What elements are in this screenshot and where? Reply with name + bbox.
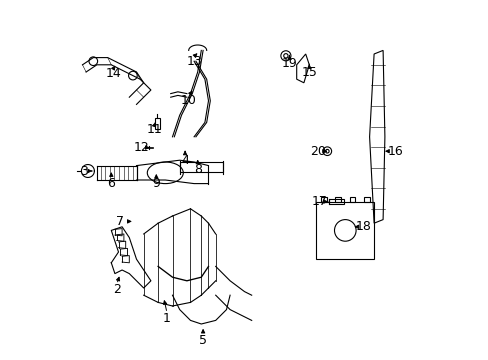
Text: 16: 16 [387,145,403,158]
Bar [335,197,340,202]
Text: 5: 5 [199,334,207,347]
Text: 9: 9 [152,177,160,190]
Text: 1: 1 [163,312,171,325]
Text: 12: 12 [134,141,149,154]
Text: 18: 18 [355,220,370,233]
Text: 15: 15 [301,66,317,78]
Bar [320,197,326,202]
Bar [154,118,160,129]
Text: 6: 6 [107,177,115,190]
Text: 10: 10 [181,94,196,107]
Text: 17: 17 [311,195,327,208]
Text: 14: 14 [105,67,121,80]
Bar [179,162,223,172]
Text: 19: 19 [281,57,297,69]
Text: 7: 7 [116,215,124,228]
Bar [363,197,369,202]
Bar [316,202,373,259]
Bar [328,199,343,204]
Text: 13: 13 [186,55,202,68]
Text: 20: 20 [310,145,325,158]
Text: 4: 4 [181,154,189,167]
Text: 11: 11 [146,123,162,136]
Text: 3: 3 [80,165,88,177]
Text: 2: 2 [113,283,121,296]
Text: 8: 8 [193,163,201,176]
Bar [349,197,355,202]
